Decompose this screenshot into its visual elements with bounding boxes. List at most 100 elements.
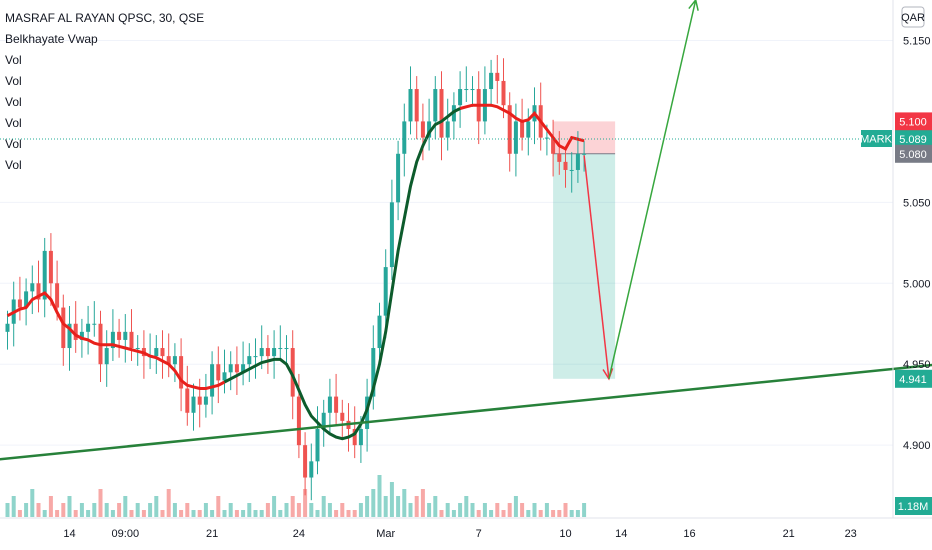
volume-bar (110, 510, 115, 517)
volume-bar (575, 510, 580, 517)
candle-body (495, 72, 500, 81)
candle-body (79, 331, 84, 340)
volume-bar (563, 503, 568, 517)
volume-bar (67, 496, 72, 517)
volume-bar (470, 503, 475, 517)
vwap-line (6, 103, 585, 441)
candle-body (210, 364, 215, 397)
price-tick-label: 5.000 (903, 278, 931, 290)
volume-bar (358, 503, 363, 517)
candle-body (582, 153, 587, 155)
volume-bar (61, 503, 66, 517)
time-tick-label: 09:00 (112, 528, 140, 540)
volume-bar (86, 510, 91, 517)
price-badge (895, 112, 932, 131)
candle-body (513, 121, 518, 154)
volume-bar (501, 510, 506, 517)
volume-bar (495, 503, 500, 517)
indicator-label[interactable]: Vol (5, 95, 22, 109)
candle-body (179, 356, 184, 389)
volume-bar (48, 496, 53, 517)
volume-badge (895, 497, 932, 515)
candle-body (296, 396, 301, 446)
candle-body (117, 331, 122, 340)
candle-body (389, 202, 394, 268)
candle-body (433, 89, 438, 122)
time-tick-label: 24 (293, 528, 305, 540)
price-tick-label: 4.950 (903, 359, 931, 371)
indicator-label[interactable]: Vol (5, 116, 22, 130)
candle-body (315, 428, 320, 462)
volume-bar (532, 503, 537, 517)
volume-bar (55, 510, 60, 517)
volume-bar (476, 510, 481, 517)
volume-bar (141, 510, 146, 517)
volume-bar (17, 510, 22, 517)
indicator-label[interactable]: Vol (5, 74, 22, 88)
time-axis[interactable]: 14 09:00 21 24 Mar 7 10 14 16 21 23 (63, 528, 856, 540)
time-tick-label: 14 (615, 528, 627, 540)
projection-arrows[interactable] (583, 0, 699, 381)
mark-label: MARK (860, 134, 892, 146)
price-tick-label: 4.900 (903, 440, 931, 452)
price-axis[interactable]: 5.150 5.050 5.000 4.950 4.900 (903, 35, 931, 452)
volume-bar (24, 503, 29, 517)
indicator-label[interactable]: Belkhayate Vwap (5, 32, 98, 46)
volume-bar (520, 503, 525, 517)
volume-bar (365, 496, 370, 517)
candle-body (172, 356, 177, 365)
symbol-title[interactable]: MASRAF AL RAYAN QPSC, 30, QSE (5, 11, 204, 25)
candle-body (48, 250, 53, 284)
volume-bar (123, 496, 128, 517)
volume-bar (458, 503, 463, 517)
candle-body (61, 307, 66, 349)
indicator-label[interactable]: Vol (5, 137, 22, 151)
volume-bar (464, 496, 469, 517)
candle-body (166, 356, 171, 365)
candle-body (507, 105, 512, 154)
candle-body (321, 412, 326, 429)
trendline[interactable] (0, 324, 932, 471)
candle-body (284, 348, 289, 350)
candle-body (73, 323, 78, 340)
candle-body (197, 396, 202, 405)
price-badge-label: 5.089 (899, 134, 927, 146)
volume-bar (396, 496, 401, 517)
candle-body (92, 323, 97, 325)
candle-body (203, 396, 208, 405)
volume-bar (439, 510, 444, 517)
indicator-label[interactable]: Vol (5, 158, 22, 172)
volume-bar (513, 496, 518, 517)
volume-bar (30, 489, 35, 517)
volume-bar (290, 496, 295, 517)
candle-body (569, 169, 574, 171)
volume-bar (222, 510, 227, 517)
candle-body (42, 250, 47, 300)
volume-bar (278, 510, 283, 517)
volume-bar (117, 503, 122, 517)
candle-body (402, 121, 407, 154)
candle-body (377, 315, 382, 349)
time-tick-label: 23 (845, 528, 857, 540)
time-tick-label: 7 (476, 528, 482, 540)
candle-body (30, 283, 35, 292)
price-tick-label: 5.050 (903, 197, 931, 209)
volume-bar (445, 503, 450, 517)
support-trendline[interactable] (0, 324, 932, 471)
projection-arrow-shaft[interactable] (583, 155, 610, 379)
price-badge (895, 130, 932, 149)
candle-body (303, 445, 308, 478)
currency-badge[interactable] (901, 6, 925, 28)
volume-bar (296, 503, 301, 517)
candle-body (501, 80, 506, 106)
projection-arrow-shaft[interactable] (608, 0, 697, 379)
candle-body (352, 428, 357, 446)
indicator-label[interactable]: Vol (5, 53, 22, 67)
candle-body (414, 89, 419, 122)
volume-bar (241, 510, 246, 517)
time-tick-label: 16 (683, 528, 695, 540)
volume-badge-label: 1.18M (898, 501, 929, 513)
candle-body (247, 356, 252, 365)
